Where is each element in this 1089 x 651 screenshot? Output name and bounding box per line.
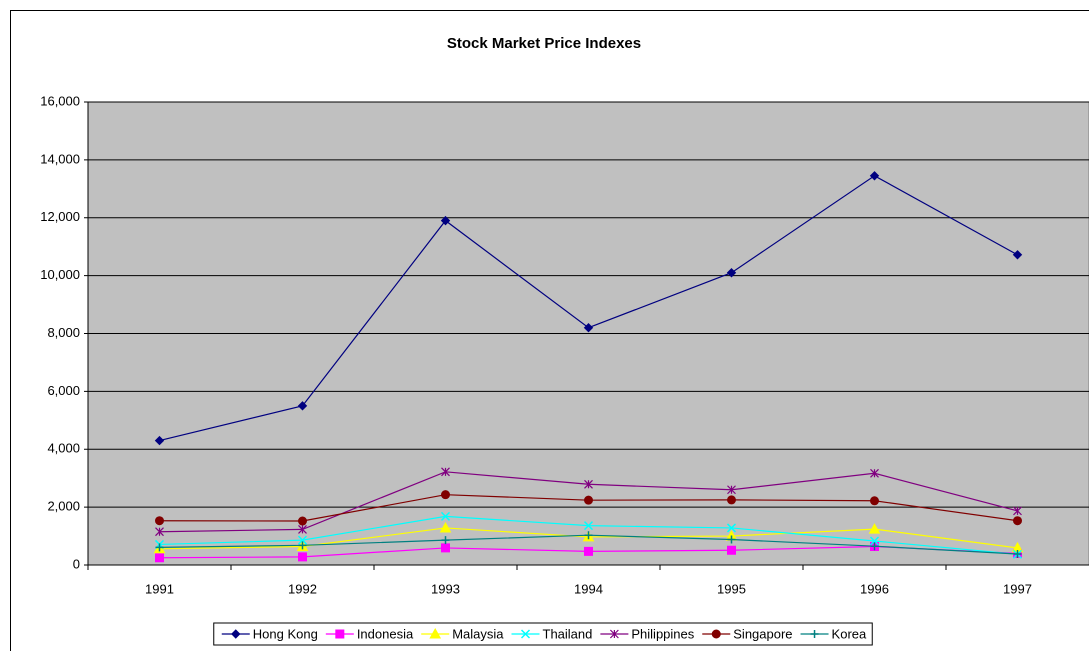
marker bbox=[609, 629, 619, 639]
marker bbox=[870, 542, 879, 551]
y-tick-label: 8,000 bbox=[47, 325, 80, 340]
marker bbox=[441, 543, 450, 553]
marker bbox=[810, 630, 819, 638]
marker bbox=[298, 541, 307, 550]
legend: Hong Kong Indonesia Malaysia Thailand Philip… bbox=[213, 622, 873, 646]
legend-box bbox=[213, 622, 873, 646]
marker bbox=[155, 543, 164, 552]
marker bbox=[584, 531, 593, 540]
legend-label: Indonesia bbox=[357, 626, 414, 641]
marker bbox=[583, 495, 594, 505]
marker bbox=[439, 521, 452, 533]
marker bbox=[297, 535, 308, 545]
marker bbox=[440, 490, 451, 500]
marker bbox=[868, 523, 881, 534]
marker bbox=[155, 527, 164, 537]
marker bbox=[869, 536, 880, 546]
x-tick-label: 1994 bbox=[574, 581, 603, 596]
marker bbox=[520, 629, 531, 639]
marker bbox=[440, 215, 451, 226]
y-tick-label: 2,000 bbox=[47, 499, 80, 514]
x-tick-label: 1995 bbox=[717, 581, 746, 596]
marker bbox=[429, 627, 442, 639]
marker bbox=[869, 171, 880, 181]
marker bbox=[727, 535, 736, 544]
marker bbox=[298, 552, 307, 562]
y-tick-label: 6,000 bbox=[47, 383, 80, 398]
marker bbox=[298, 524, 307, 534]
marker bbox=[1013, 506, 1022, 516]
marker bbox=[869, 496, 880, 506]
marker bbox=[726, 495, 737, 505]
marker bbox=[870, 468, 879, 478]
marker bbox=[584, 546, 593, 556]
marker bbox=[1013, 550, 1022, 559]
x-tick-label: 1996 bbox=[860, 581, 889, 596]
marker bbox=[583, 521, 594, 531]
marker bbox=[583, 323, 594, 333]
y-tick-label: 16,000 bbox=[40, 93, 80, 108]
marker bbox=[441, 467, 450, 477]
marker bbox=[231, 629, 241, 639]
legend-label: Singapore bbox=[733, 626, 792, 641]
legend-label: Hong Kong bbox=[253, 626, 318, 641]
x-tick-label: 1992 bbox=[288, 581, 317, 596]
x-tick-label: 1993 bbox=[431, 581, 460, 596]
legend-label: Philippines bbox=[631, 626, 694, 641]
x-tick-label: 1991 bbox=[145, 581, 174, 596]
legend-label: Thailand bbox=[543, 626, 593, 641]
marker bbox=[727, 545, 736, 555]
marker bbox=[584, 479, 593, 489]
y-tick-label: 4,000 bbox=[47, 441, 80, 456]
marker bbox=[154, 435, 165, 446]
marker bbox=[711, 629, 721, 639]
legend-label: Malaysia bbox=[452, 626, 504, 641]
marker bbox=[1012, 250, 1023, 260]
chart-title: Stock Market Price Indexes bbox=[447, 35, 641, 52]
y-tick-label: 10,000 bbox=[40, 267, 80, 282]
legend-label: Korea bbox=[832, 626, 867, 641]
marker bbox=[727, 485, 736, 495]
marker bbox=[335, 629, 345, 639]
marker bbox=[297, 516, 308, 526]
marker bbox=[297, 401, 308, 411]
marker bbox=[726, 268, 737, 278]
marker bbox=[155, 553, 164, 563]
marker bbox=[154, 516, 165, 526]
y-tick-label: 14,000 bbox=[40, 151, 80, 166]
x-tick-label: 1997 bbox=[1003, 581, 1032, 596]
marker bbox=[1012, 516, 1023, 526]
y-tick-label: 12,000 bbox=[40, 209, 80, 224]
marker bbox=[726, 523, 737, 533]
marker bbox=[440, 511, 451, 521]
y-tick-label: 0 bbox=[73, 556, 80, 571]
marker bbox=[441, 536, 450, 545]
